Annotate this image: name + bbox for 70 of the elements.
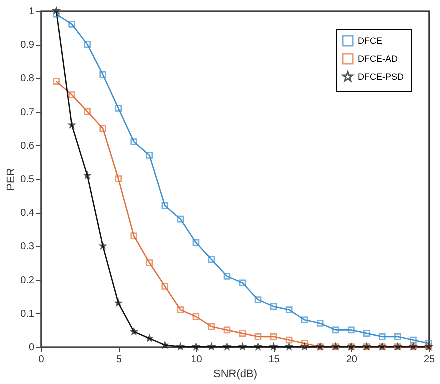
point <box>224 326 231 334</box>
point <box>348 326 355 334</box>
point <box>192 239 200 246</box>
point <box>115 300 122 306</box>
x-tick-label: 15 <box>268 354 280 366</box>
legend-label: DFCE <box>358 36 382 46</box>
point <box>100 125 106 132</box>
x-axis-title: SNR(dB) <box>213 368 258 380</box>
point <box>364 330 370 337</box>
y-tick-label: 0.1 <box>20 308 35 320</box>
point <box>68 92 76 98</box>
point <box>270 334 278 340</box>
point <box>254 296 262 304</box>
point <box>68 21 76 28</box>
point <box>84 108 91 116</box>
point <box>130 232 138 240</box>
x-tick-label: 5 <box>116 354 122 366</box>
x-tick-label: 20 <box>346 354 358 366</box>
point <box>316 320 324 327</box>
point <box>162 342 168 348</box>
point <box>410 336 417 344</box>
point <box>192 313 200 320</box>
point <box>84 172 91 179</box>
point <box>84 41 91 48</box>
y-tick-label: 0.6 <box>20 140 35 152</box>
legend-label: DFCE-AD <box>358 54 398 64</box>
point <box>239 280 246 287</box>
point <box>53 78 60 85</box>
point <box>162 283 169 290</box>
y-tick-label: 0.3 <box>20 242 35 253</box>
x-tick-label: 25 <box>424 354 436 366</box>
point <box>68 122 76 128</box>
y-tick-label: 0.5 <box>20 174 35 186</box>
point <box>100 242 106 250</box>
point <box>130 328 138 335</box>
point <box>146 335 153 342</box>
point <box>286 336 293 344</box>
point <box>177 306 184 314</box>
point <box>115 105 122 112</box>
y-tick-label: 0 <box>28 342 35 354</box>
point <box>100 71 106 78</box>
point <box>115 176 122 182</box>
y-tick-label: 0.8 <box>20 74 35 85</box>
point <box>301 340 308 348</box>
x-tick-label: 0 <box>38 354 45 366</box>
point <box>146 260 154 266</box>
y-tick-label: 1 <box>28 6 35 18</box>
point <box>286 306 293 314</box>
point <box>208 256 216 264</box>
point <box>224 273 231 280</box>
y-tick-label: 0.9 <box>20 40 35 52</box>
y-tick-label: 0.4 <box>20 208 35 220</box>
point <box>177 216 184 223</box>
point <box>208 323 216 330</box>
point <box>270 303 278 310</box>
point <box>332 326 340 334</box>
y-axis-title: PER <box>6 168 18 191</box>
x-tick-label: 10 <box>191 354 203 366</box>
point <box>254 334 262 340</box>
point <box>379 334 386 340</box>
y-tick-label: 0.2 <box>20 275 35 286</box>
point <box>301 316 308 324</box>
point <box>162 202 169 210</box>
point <box>130 138 138 146</box>
legend-label: DFCE-PSD <box>358 72 404 82</box>
point <box>239 330 246 337</box>
point <box>146 152 154 159</box>
point <box>394 334 402 340</box>
point <box>53 10 60 18</box>
y-tick-label: 0.7 <box>20 107 35 118</box>
